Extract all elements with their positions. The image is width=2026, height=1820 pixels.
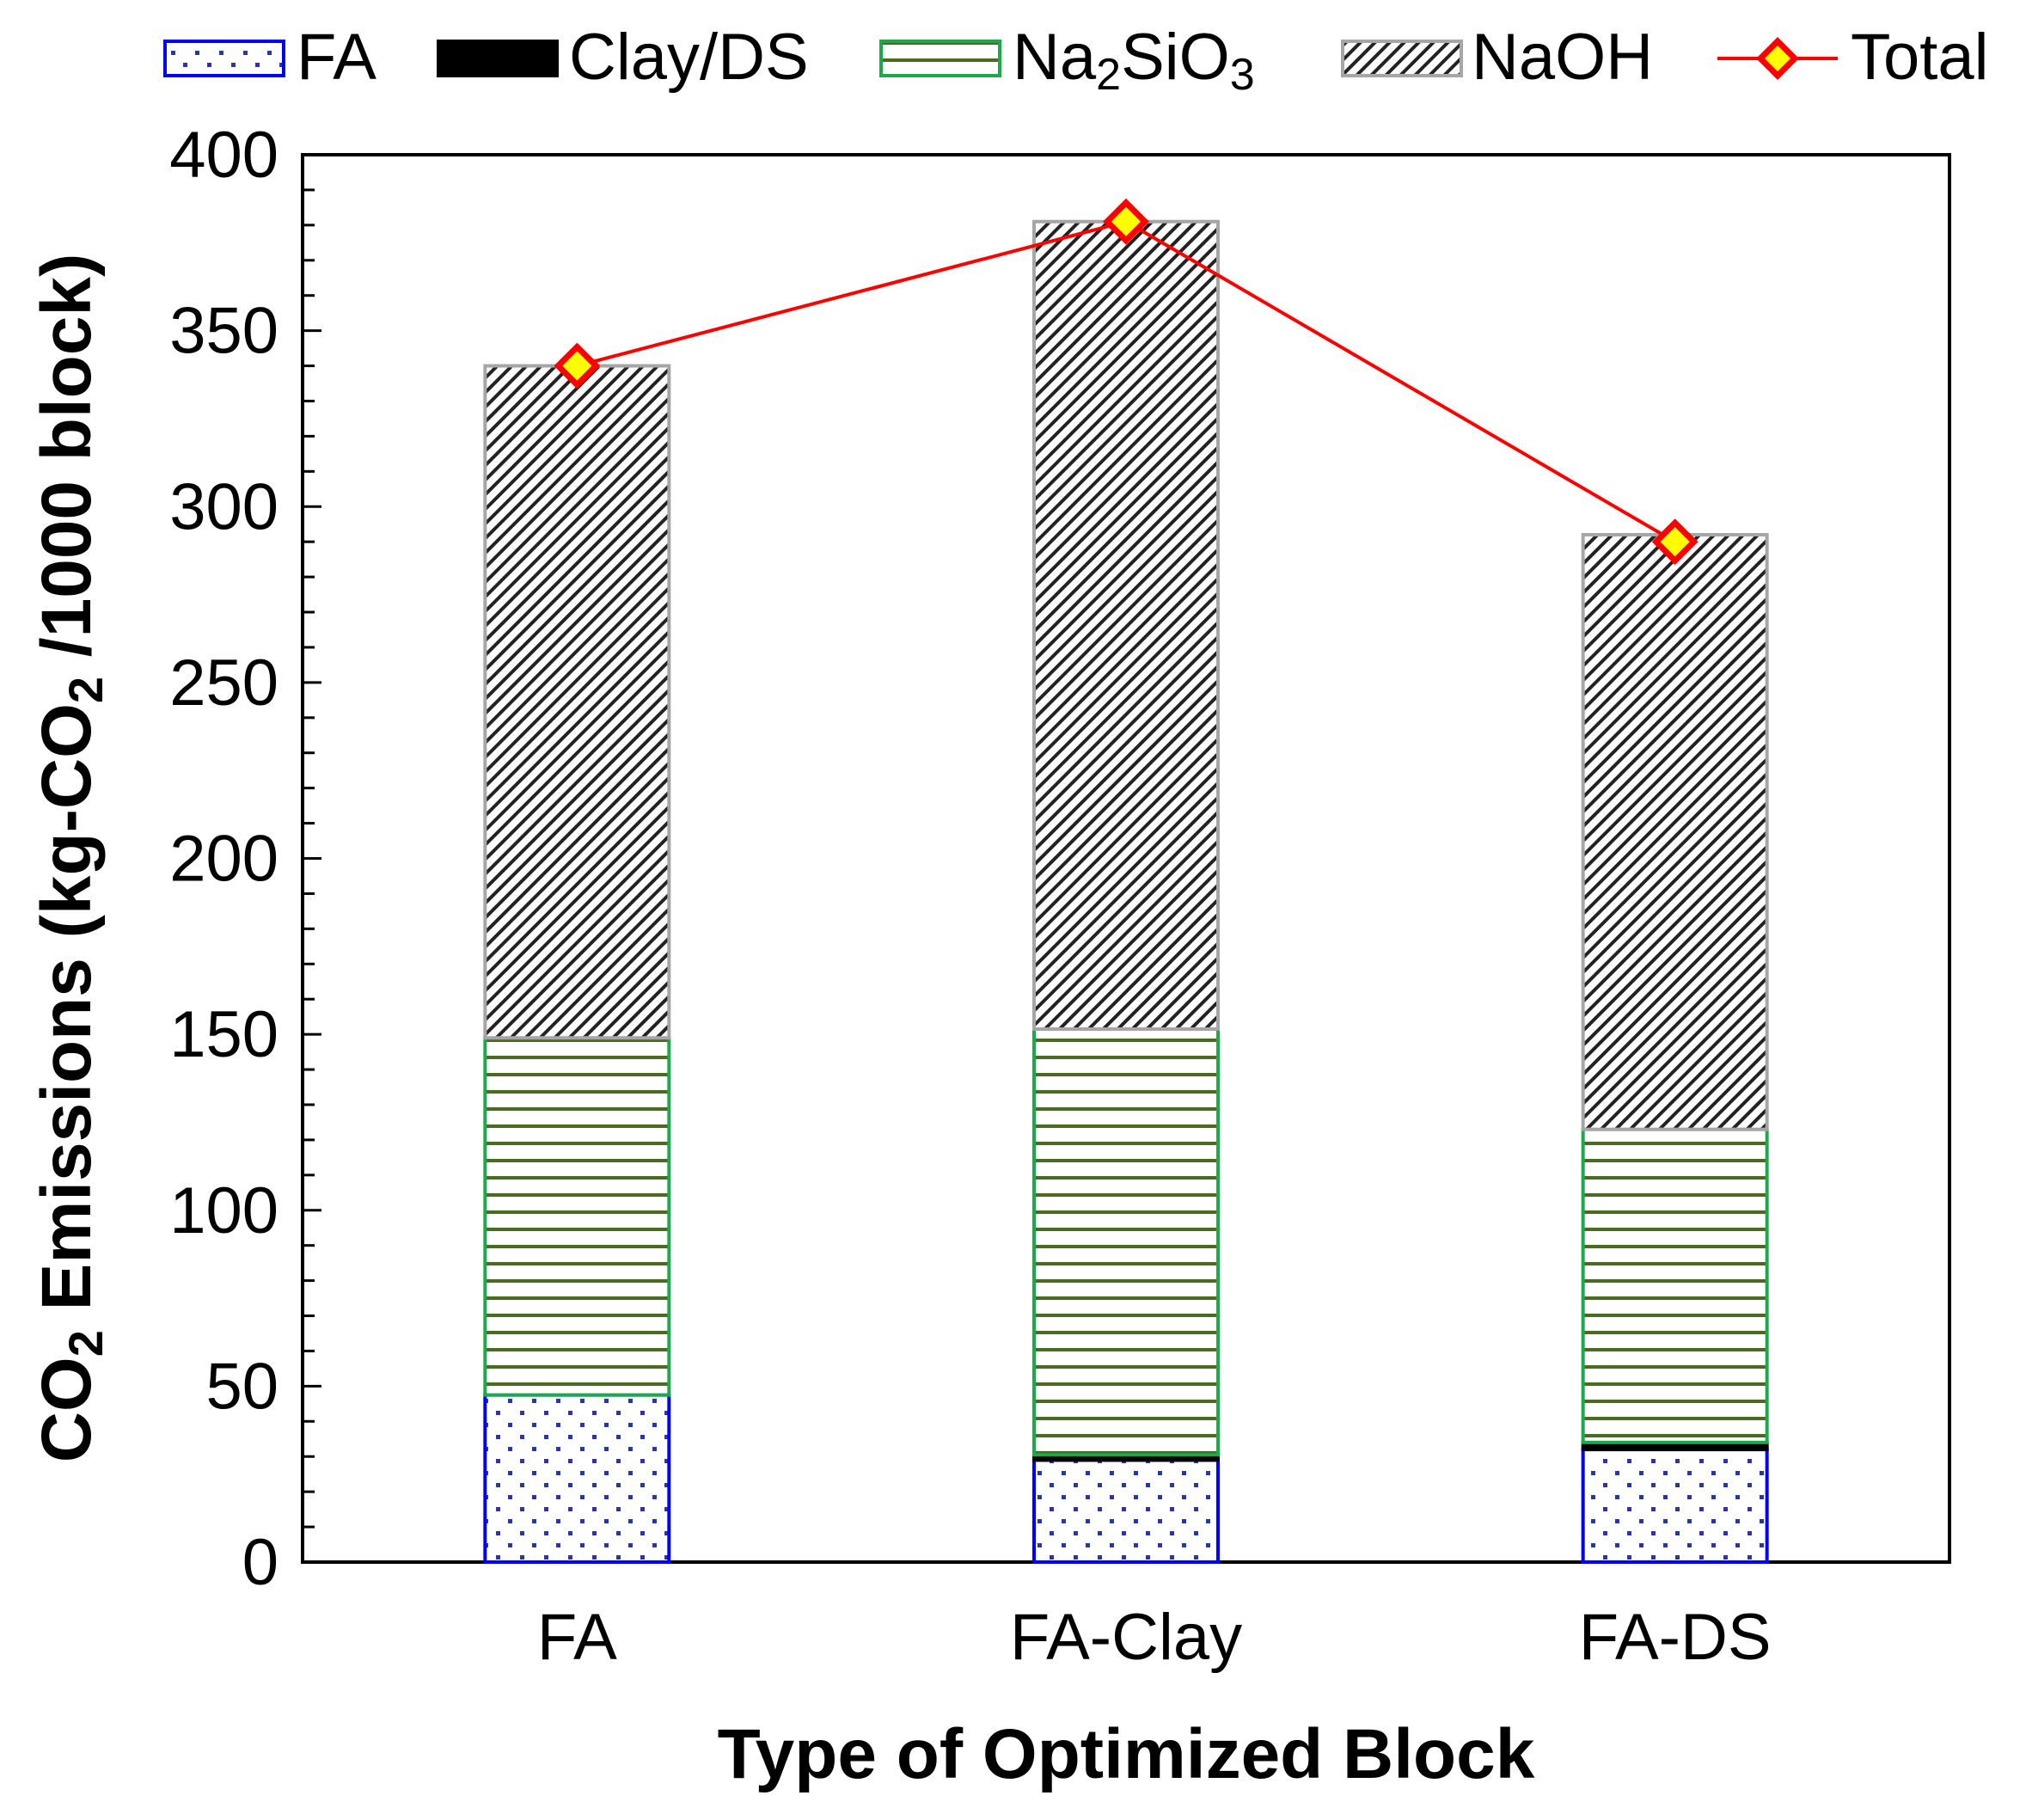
legend-sio-sub: 3 [1230, 50, 1255, 100]
y-tick-label: 0 [242, 1526, 278, 1599]
y-title-middle: Emissions (kg-CO [28, 703, 106, 1330]
legend-item-naoh: NaOH [1341, 21, 1653, 94]
legend-item-na2sio3: Na2SiO3 [879, 21, 1255, 100]
y-tick-label: 200 [169, 823, 278, 896]
y-tick-label: 250 [169, 646, 278, 720]
total-marker-fa [554, 342, 601, 389]
legend-label-total: Total [1851, 21, 1989, 94]
legend: FA Clay/DS Na2SiO3 NaOH Total [163, 21, 1989, 100]
bar-segment-fa-fa-clay [1032, 1458, 1220, 1565]
legend-na-sub: 2 [1096, 50, 1121, 100]
y-tick-label: 150 [169, 998, 278, 1071]
legend-item-fa: FA [163, 21, 376, 94]
total-series [554, 198, 1699, 566]
legend-label-naoh: NaOH [1472, 21, 1653, 94]
legend-label-fa: FA [297, 21, 376, 94]
y-tick-label: 350 [169, 295, 278, 368]
legend-sio: SiO [1121, 21, 1230, 94]
x-tick-label: FA-Clay [1010, 1601, 1242, 1674]
legend-label-clay-ds: Clay/DS [569, 21, 809, 94]
bar-segment-naoh-fa-ds [1581, 532, 1769, 1131]
x-axis: FA FA-Clay FA-DS [537, 1601, 1772, 1674]
total-marker-fa-clay [1103, 198, 1149, 245]
y-title-sub1: 2 [58, 1330, 113, 1357]
x-axis-title: Type of Optimized Block [718, 1715, 1535, 1793]
bar-segment-naoh-fa-clay [1032, 219, 1220, 1031]
legend-swatch-clay-ds [437, 40, 559, 77]
y-tick-label: 100 [169, 1174, 278, 1247]
x-tick-label: FA [537, 1601, 617, 1674]
bar-segment-na2sio3-fa [483, 1036, 671, 1397]
legend-marker-total [1756, 37, 1799, 80]
legend-item-clay-ds: Clay/DS [437, 21, 809, 94]
y-tick-label: 300 [169, 470, 278, 543]
legend-swatch-naoh [1341, 40, 1463, 77]
y-axis: 0 50 100 150 200 250 300 350 400 [169, 119, 321, 1599]
y-tick-label: 50 [205, 1350, 278, 1423]
legend-label-na2sio3: Na2SiO3 [1013, 21, 1255, 100]
bar-segment-na2sio3-fa-ds [1581, 1127, 1769, 1444]
bar-segment-fa-fa [483, 1393, 671, 1564]
y-tick-label: 400 [169, 119, 278, 192]
x-tick-label: FA-DS [1579, 1601, 1772, 1674]
bar-segment-fa-fa-ds [1581, 1448, 1769, 1565]
total-marker-fa-ds [1651, 518, 1699, 566]
y-title-sub2: 2 [58, 677, 113, 703]
legend-item-total: Total [1717, 21, 1989, 94]
y-title-suffix: /1000 block) [28, 254, 106, 677]
bars [483, 219, 1769, 1565]
y-axis-title: CO2 Emissions (kg-CO2 /1000 block) [28, 254, 113, 1463]
legend-swatch-fa [163, 40, 285, 77]
legend-swatch-na2sio3 [879, 40, 1001, 77]
bar-segment-na2sio3-fa-clay [1032, 1026, 1220, 1457]
bar-segment-naoh-fa [483, 364, 671, 1040]
y-title-co: CO [28, 1357, 106, 1462]
legend-na: Na [1013, 21, 1097, 94]
